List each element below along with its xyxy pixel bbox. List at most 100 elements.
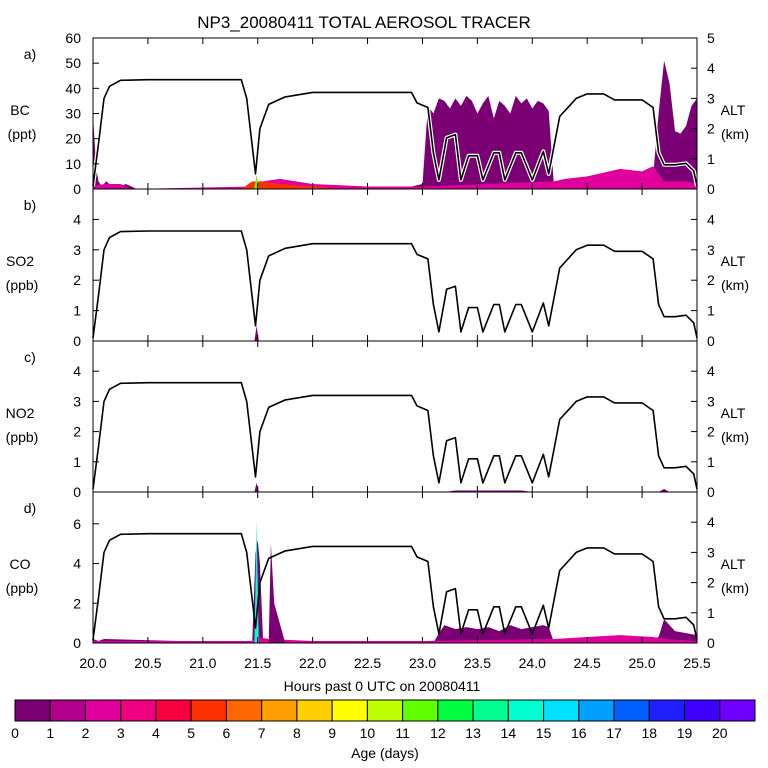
colorbar-tick-17: 17 <box>606 725 622 741</box>
variable-unit-d: (ppb) <box>6 580 39 596</box>
right-tick-label-c-2: 2 <box>707 424 715 440</box>
colorbar-cell-16 <box>578 699 615 722</box>
variable-unit-b: (ppb) <box>6 277 39 293</box>
right-tick-label-d-4: 4 <box>707 514 715 530</box>
right-tick-label-b-0: 0 <box>707 333 715 349</box>
right-tick-label-c-0: 0 <box>707 484 715 500</box>
colorbar-tick-7: 7 <box>258 725 266 741</box>
colorbar-tick-1: 1 <box>46 725 54 741</box>
x-axis-label: Hours past 0 UTC on 20080411 <box>284 678 481 694</box>
alt-label-b: ALT <box>721 253 746 269</box>
colorbar-cell-13 <box>472 699 509 722</box>
x-tick-label-5: 22.5 <box>354 655 381 671</box>
colorbar-cell-1 <box>49 699 86 722</box>
left-tick-label-b-0: 0 <box>73 333 81 349</box>
left-tick-label-a-0: 0 <box>73 181 81 197</box>
x-tick-label-2: 21.0 <box>189 655 216 671</box>
variable-name-d: CO <box>10 556 31 572</box>
colorbar-tick-19: 19 <box>677 725 693 741</box>
colorbar-cell-14 <box>507 699 545 722</box>
right-tick-label-b-1: 1 <box>707 303 715 319</box>
altitude-line-a <box>92 78 698 187</box>
x-tick-label-7: 23.5 <box>464 655 491 671</box>
alt-label-d: ALT <box>721 556 746 572</box>
altitude-line-c <box>92 381 698 490</box>
right-tick-label-d-2: 2 <box>707 575 715 591</box>
colorbar-cell-6 <box>225 699 263 722</box>
alt-unit-a: (km) <box>721 126 749 142</box>
left-tick-label-d-0: 0 <box>73 635 81 651</box>
colorbar-cell-11 <box>402 699 439 722</box>
colorbar-tick-13: 13 <box>465 725 481 741</box>
left-tick-label-a-3: 30 <box>65 106 81 122</box>
left-tick-label-c-3: 3 <box>73 393 81 409</box>
variable-unit-c: (ppb) <box>6 429 39 445</box>
colorbar-tick-20: 20 <box>712 725 728 741</box>
variable-name-b: SO2 <box>6 253 34 269</box>
right-tick-label-a-4: 4 <box>707 60 715 76</box>
tracer-area-a-2 <box>241 181 346 189</box>
x-tick-label-8: 24.0 <box>519 655 546 671</box>
colorbar-tick-0: 0 <box>11 725 19 741</box>
colorbar-cell-17 <box>613 699 650 722</box>
colorbar-cell-10 <box>366 699 404 722</box>
alt-unit-d: (km) <box>721 580 749 596</box>
colorbar-cell-3 <box>120 699 157 722</box>
left-tick-label-c-2: 2 <box>73 424 81 440</box>
colorbar-cell-20 <box>719 699 756 722</box>
variable-name-a: BC <box>10 102 29 118</box>
alt-label-a: ALT <box>721 102 746 118</box>
panel-c: 0 1 2 3 4 0 1 2 3 4 c) NO2 (ppb) ALT (km) <box>6 340 749 500</box>
right-tick-label-c-4: 4 <box>707 363 715 379</box>
panel-tag-d: d) <box>24 500 36 516</box>
panel-b: 0 1 2 3 4 0 1 2 3 4 b) SO2 (ppb) ALT (km) <box>6 188 749 349</box>
colorbar-tick-4: 4 <box>152 725 160 741</box>
colorbar-tick-9: 9 <box>328 725 336 741</box>
panel-tag-c: c) <box>24 349 36 365</box>
colorbar-tick-14: 14 <box>501 725 517 741</box>
right-tick-label-b-3: 3 <box>707 242 715 258</box>
colorbar-tick-6: 6 <box>223 725 231 741</box>
variable-name-c: NO2 <box>6 405 35 421</box>
right-tick-label-d-0: 0 <box>707 635 715 651</box>
left-tick-label-b-2: 2 <box>73 272 81 288</box>
colorbar-tick-18: 18 <box>641 725 657 741</box>
left-tick-label-b-1: 1 <box>73 303 81 319</box>
left-tick-label-a-4: 40 <box>65 80 81 96</box>
colorbar-cell-9 <box>331 699 368 722</box>
right-tick-label-b-2: 2 <box>707 272 715 288</box>
panels: 0102030405060012345a)BC(ppt)ALT(km)01234… <box>6 30 749 671</box>
colorbar-tick-8: 8 <box>293 725 301 741</box>
colorbar-cell-18 <box>648 699 686 722</box>
plot-area-c <box>93 341 697 492</box>
colorbar-tick-5: 5 <box>187 725 195 741</box>
colorbar-cell-7 <box>261 699 298 722</box>
variable-unit-a: (ppt) <box>8 126 37 142</box>
left-tick-label-a-5: 50 <box>65 55 81 71</box>
x-tick-label-11: 25.5 <box>683 655 710 671</box>
colorbar-cell-5 <box>190 699 227 722</box>
colorbar-label: Age (days) <box>351 745 419 761</box>
panel-a: 0 10 20 30 40 50 60 0 1 2 3 4 5 a) BC (ppt) ALT (km) <box>8 30 749 197</box>
left-tick-label-a-1: 10 <box>65 156 81 172</box>
colorbar-cell-19 <box>684 699 721 722</box>
colorbar: 0 1 2 3 4 5 6 7 8 9 10 11 12 13 14 15 16 17 18 19 20 <box>11 699 756 741</box>
left-tick-label-d-2: 4 <box>73 556 81 572</box>
colorbar-tick-16: 16 <box>571 725 587 741</box>
right-tick-label-a-3: 3 <box>707 90 715 106</box>
colorbar-tick-15: 15 <box>536 725 552 741</box>
x-tick-label-3: 21.5 <box>244 655 271 671</box>
panel-tag-b: b) <box>24 197 36 213</box>
tracer-area-d-1 <box>93 635 697 643</box>
altitude-line-b <box>92 230 698 339</box>
x-tick-labels: 20.0 20.5 21.0 21.5 22.0 22.5 23.0 23.5 24.0 24.5… <box>79 655 710 671</box>
x-tick-label-4: 22.0 <box>299 655 326 671</box>
right-tick-label-c-3: 3 <box>707 393 715 409</box>
right-tick-label-a-1: 1 <box>707 151 715 167</box>
alt-unit-b: (km) <box>721 277 749 293</box>
left-tick-label-c-1: 1 <box>73 454 81 470</box>
x-tick-label-6: 23.0 <box>409 655 436 671</box>
left-tick-label-b-4: 4 <box>73 211 81 227</box>
right-tick-label-c-1: 1 <box>707 454 715 470</box>
